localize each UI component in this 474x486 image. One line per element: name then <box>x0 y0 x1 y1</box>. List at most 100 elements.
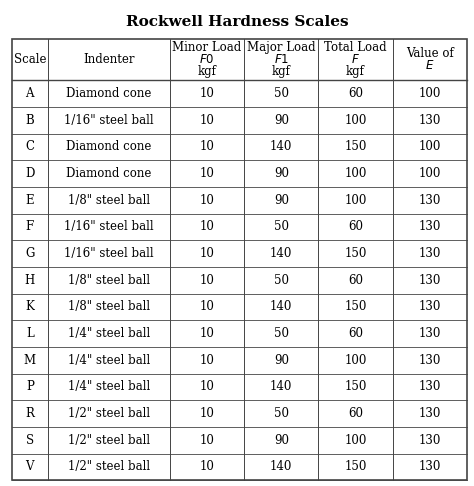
Text: 100: 100 <box>344 167 367 180</box>
Text: 140: 140 <box>270 381 292 393</box>
Text: Scale: Scale <box>14 53 46 66</box>
Text: 130: 130 <box>419 220 441 233</box>
Text: K: K <box>26 300 34 313</box>
Text: Major Load: Major Load <box>247 41 316 54</box>
Text: 10: 10 <box>200 114 214 127</box>
Text: 10: 10 <box>200 167 214 180</box>
Text: 10: 10 <box>200 274 214 287</box>
Text: 10: 10 <box>200 354 214 366</box>
Text: B: B <box>26 114 34 127</box>
Text: 10: 10 <box>200 381 214 393</box>
Text: Diamond cone: Diamond cone <box>66 87 152 100</box>
Text: 130: 130 <box>419 300 441 313</box>
Text: 1/8" steel ball: 1/8" steel ball <box>68 300 150 313</box>
Text: 1/16" steel ball: 1/16" steel ball <box>64 114 154 127</box>
Text: 1/2" steel ball: 1/2" steel ball <box>68 407 150 420</box>
Text: 140: 140 <box>270 247 292 260</box>
Text: 150: 150 <box>344 460 367 473</box>
Text: 130: 130 <box>419 381 441 393</box>
Text: H: H <box>25 274 35 287</box>
Text: $\mathit{F}$: $\mathit{F}$ <box>351 53 360 66</box>
Text: F: F <box>26 220 34 233</box>
Text: kgf: kgf <box>346 65 365 78</box>
Text: S: S <box>26 434 34 447</box>
Text: Total Load: Total Load <box>324 41 387 54</box>
Text: 130: 130 <box>419 327 441 340</box>
Text: $\mathit{F0}$: $\mathit{F0}$ <box>200 53 215 66</box>
Text: 10: 10 <box>200 460 214 473</box>
Text: 50: 50 <box>274 274 289 287</box>
Text: 1/4" steel ball: 1/4" steel ball <box>68 354 150 366</box>
Text: 10: 10 <box>200 407 214 420</box>
Text: 130: 130 <box>419 354 441 366</box>
Text: 150: 150 <box>344 381 367 393</box>
Text: 1/16" steel ball: 1/16" steel ball <box>64 247 154 260</box>
Text: 1/16" steel ball: 1/16" steel ball <box>64 220 154 233</box>
Text: 100: 100 <box>419 87 441 100</box>
Text: 130: 130 <box>419 247 441 260</box>
Text: 10: 10 <box>200 220 214 233</box>
Text: 100: 100 <box>344 434 367 447</box>
Text: 150: 150 <box>344 247 367 260</box>
Text: 100: 100 <box>344 114 367 127</box>
Text: 140: 140 <box>270 300 292 313</box>
Text: Diamond cone: Diamond cone <box>66 167 152 180</box>
Text: 10: 10 <box>200 194 214 207</box>
Text: Rockwell Hardness Scales: Rockwell Hardness Scales <box>126 15 348 29</box>
Text: V: V <box>26 460 34 473</box>
Text: 50: 50 <box>274 87 289 100</box>
Text: 150: 150 <box>344 300 367 313</box>
Text: M: M <box>24 354 36 366</box>
Text: 10: 10 <box>200 434 214 447</box>
Text: 90: 90 <box>274 194 289 207</box>
Text: 60: 60 <box>348 327 363 340</box>
Text: 50: 50 <box>274 327 289 340</box>
Text: kgf: kgf <box>198 65 217 78</box>
Text: 10: 10 <box>200 140 214 154</box>
Text: C: C <box>25 140 34 154</box>
Text: 140: 140 <box>270 140 292 154</box>
Text: A: A <box>26 87 34 100</box>
Text: 50: 50 <box>274 407 289 420</box>
Text: 100: 100 <box>344 354 367 366</box>
Text: 10: 10 <box>200 300 214 313</box>
Text: 10: 10 <box>200 327 214 340</box>
Text: 90: 90 <box>274 167 289 180</box>
Text: $\mathit{E}$: $\mathit{E}$ <box>425 59 435 72</box>
Text: 10: 10 <box>200 247 214 260</box>
Text: 60: 60 <box>348 220 363 233</box>
Text: 1/8" steel ball: 1/8" steel ball <box>68 274 150 287</box>
Text: G: G <box>25 247 35 260</box>
Text: 100: 100 <box>419 140 441 154</box>
Text: 140: 140 <box>270 460 292 473</box>
Text: 1/8" steel ball: 1/8" steel ball <box>68 194 150 207</box>
Text: 1/4" steel ball: 1/4" steel ball <box>68 327 150 340</box>
Text: 60: 60 <box>348 87 363 100</box>
Text: 130: 130 <box>419 274 441 287</box>
Text: 50: 50 <box>274 220 289 233</box>
Text: 60: 60 <box>348 274 363 287</box>
Text: 130: 130 <box>419 407 441 420</box>
Text: E: E <box>26 194 34 207</box>
Text: L: L <box>26 327 34 340</box>
Text: 60: 60 <box>348 407 363 420</box>
Text: 130: 130 <box>419 434 441 447</box>
Text: 1/2" steel ball: 1/2" steel ball <box>68 460 150 473</box>
Text: 10: 10 <box>200 87 214 100</box>
Text: 130: 130 <box>419 460 441 473</box>
Text: Indenter: Indenter <box>83 53 135 66</box>
Text: 130: 130 <box>419 114 441 127</box>
Text: D: D <box>25 167 35 180</box>
Text: Minor Load: Minor Load <box>173 41 242 54</box>
Text: 150: 150 <box>344 140 367 154</box>
Text: R: R <box>26 407 34 420</box>
Text: P: P <box>26 381 34 393</box>
Text: 1/4" steel ball: 1/4" steel ball <box>68 381 150 393</box>
Text: 90: 90 <box>274 434 289 447</box>
Text: kgf: kgf <box>272 65 291 78</box>
Text: 90: 90 <box>274 114 289 127</box>
Text: 130: 130 <box>419 194 441 207</box>
Text: 90: 90 <box>274 354 289 366</box>
Text: Value of: Value of <box>406 47 454 60</box>
Text: Diamond cone: Diamond cone <box>66 140 152 154</box>
